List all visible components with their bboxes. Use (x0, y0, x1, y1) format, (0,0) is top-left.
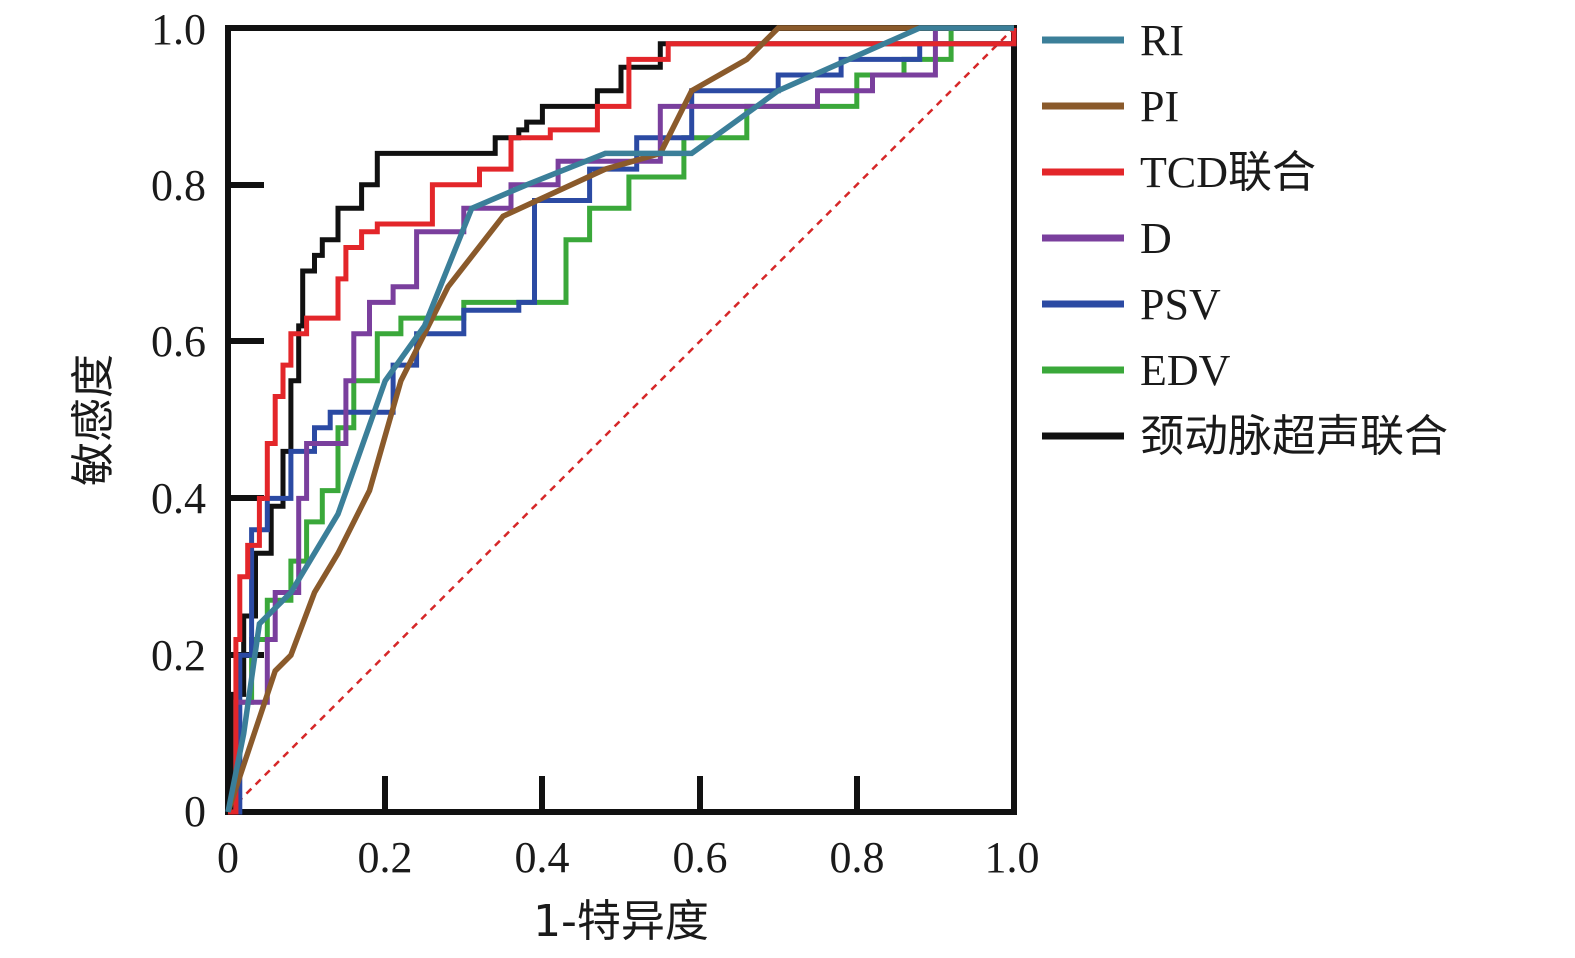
x-tick-label: 0.6 (673, 833, 728, 882)
series-line-1 (225, 25, 1014, 813)
x-tick-label: 0.8 (830, 833, 885, 882)
y-tick-label: 0.8 (151, 161, 206, 210)
x-tick-label: 1.0 (985, 833, 1040, 882)
legend: RI PI TCD联合 D PSV EDV 颈动脉超声联合 (1042, 16, 1448, 461)
series-line-3 (228, 28, 1017, 815)
legend-label: PSV (1140, 280, 1221, 329)
legend-label: PI (1140, 82, 1179, 131)
legend-label: TCD联合 (1140, 148, 1316, 197)
legend-label: 颈动脉超声联合 (1140, 412, 1448, 461)
y-tick-label: 0.6 (151, 317, 206, 366)
x-tick-label: 0.2 (358, 833, 413, 882)
y-tick-labels: 0 0.2 0.4 0.6 0.8 1.0 (151, 5, 206, 836)
series-layer (225, 25, 1017, 815)
legend-label: RI (1140, 16, 1184, 65)
y-axis-title: 敏感度 (68, 354, 119, 486)
x-axis-title: 1-特异度 (533, 896, 709, 947)
y-tick-label: 0 (184, 787, 206, 836)
series-line-2 (225, 25, 1014, 813)
y-tick-label: 0.2 (151, 631, 206, 680)
y-tick-label: 1.0 (151, 5, 206, 54)
legend-label: EDV (1140, 346, 1231, 395)
x-tick-label: 0 (217, 833, 239, 882)
legend-label: D (1140, 214, 1172, 263)
x-tick-labels: 0 0.2 0.4 0.6 0.8 1.0 (217, 833, 1040, 882)
x-tick-label: 0.4 (515, 833, 570, 882)
series-line-4 (228, 25, 1014, 815)
diagonal-reference-line (227, 27, 1015, 813)
x-axis-ticks (382, 776, 860, 812)
series-line-7 (228, 28, 1017, 815)
y-tick-label: 0.4 (151, 474, 206, 523)
